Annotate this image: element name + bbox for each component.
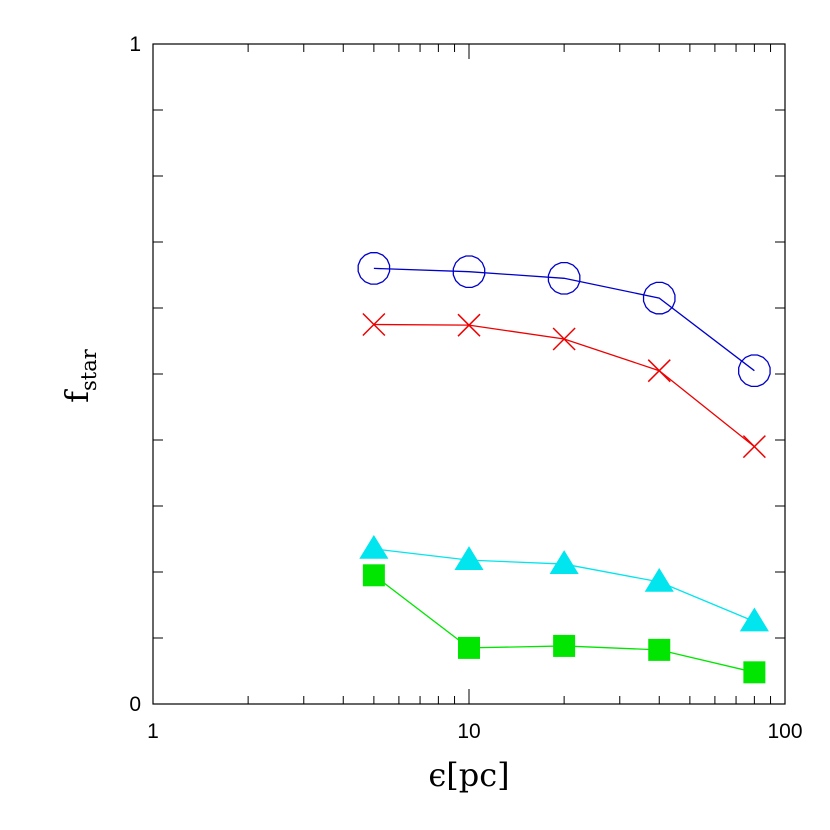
x-axis-label: ϵ[pc] [428, 756, 509, 794]
series-line [373, 323, 755, 448]
series-1 [357, 252, 771, 388]
y-axis-label-sub: star [77, 348, 101, 391]
data-point [647, 359, 671, 383]
data-point [359, 534, 389, 559]
data-point [739, 607, 769, 632]
series-3 [359, 534, 769, 632]
svg-text:fstar: fstar [58, 348, 101, 403]
series-line [373, 574, 755, 673]
data-point [362, 564, 385, 587]
data-point [454, 546, 484, 570]
data-point [642, 281, 676, 315]
data-point [362, 312, 386, 337]
data-point [743, 661, 766, 684]
data-point [553, 634, 576, 657]
y-axis-label-main: f [58, 389, 96, 403]
series-2 [362, 312, 766, 459]
data-point [357, 252, 391, 285]
series-4 [362, 564, 766, 684]
series-line [373, 267, 755, 372]
y-tick-label: 1 [129, 33, 141, 56]
data-point [452, 255, 486, 289]
x-tick-label: 100 [767, 720, 802, 743]
data-point [738, 354, 771, 388]
data-point [549, 550, 579, 574]
series-layer [357, 252, 771, 684]
data-point [458, 636, 480, 659]
plot-frame [152, 43, 786, 705]
data-point [742, 435, 766, 459]
y-axis-label: fstar [58, 348, 101, 403]
x-tick-label: 1 [147, 720, 159, 743]
data-point [552, 327, 576, 351]
data-point [457, 313, 481, 337]
axis-ticks [152, 44, 785, 704]
data-point [644, 567, 674, 592]
data-point [648, 638, 671, 661]
y-tick-label: 0 [129, 693, 141, 716]
x-tick-label: 10 [457, 720, 480, 743]
data-point [547, 261, 581, 295]
